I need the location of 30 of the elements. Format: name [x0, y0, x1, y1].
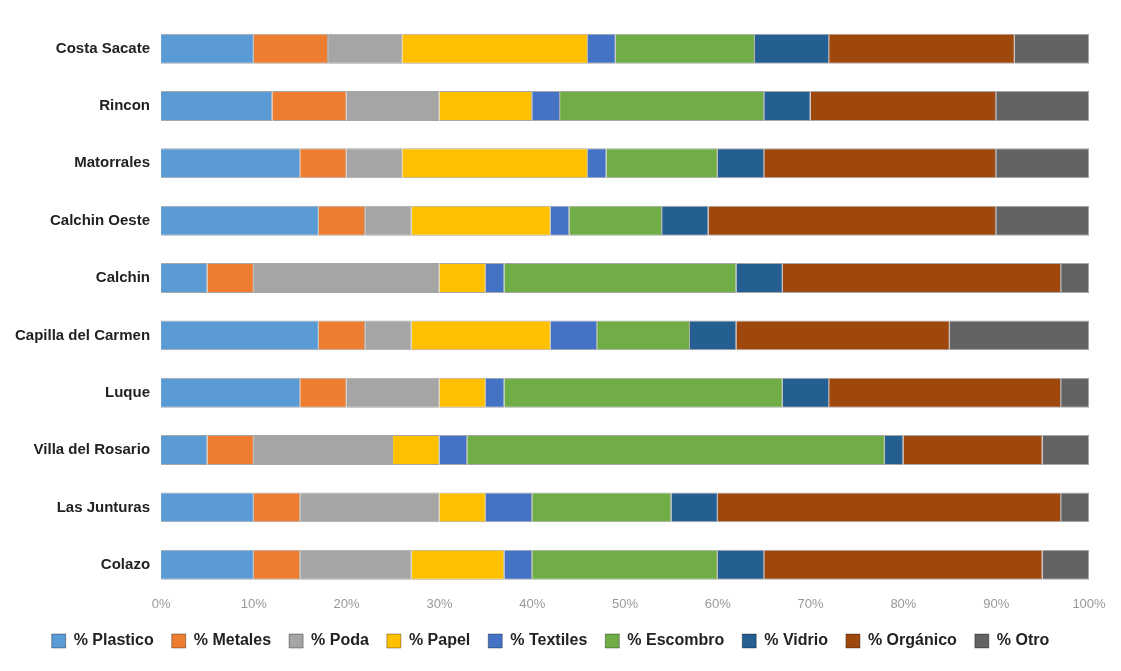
y-tick-label: Las Junturas [56, 497, 151, 515]
legend-label: % Metales [193, 631, 272, 649]
x-tick-label: 30% [426, 595, 453, 611]
y-tick-label: Villa del Rosario [33, 440, 151, 458]
y-tick-label: Rincon [99, 96, 151, 114]
legend-label: % Orgánico [867, 631, 958, 649]
y-tick-label: Calchin Oeste [50, 210, 151, 228]
legend-label: % Vidrio [764, 631, 829, 649]
y-tick-label: Colazo [100, 554, 151, 572]
y-tick-label: Capilla del Carmen [15, 325, 151, 343]
x-tick-label: 80% [890, 595, 917, 611]
x-tick-label: 60% [704, 595, 732, 611]
x-tick-label: 50% [612, 595, 639, 611]
legend-label: % Poda [311, 631, 369, 649]
x-tick-label: 70% [797, 595, 825, 611]
legend-label: % Escombro [627, 631, 725, 649]
x-tick-label: 90% [983, 595, 1010, 611]
x-tick-label: 40% [519, 595, 546, 611]
y-tick-label: Matorrales [74, 153, 151, 171]
y-tick-label: Luque [105, 382, 151, 400]
y-tick-label: Calchin [95, 268, 151, 286]
x-tick-label: 0% [151, 595, 171, 611]
x-tick-label: 100% [1072, 595, 1107, 611]
x-tick-label: 10% [240, 595, 268, 611]
y-tick-label: Costa Sacate [55, 38, 151, 56]
legend-label: % Textiles [510, 631, 588, 649]
legend-label: % Plastico [73, 631, 154, 649]
x-tick-label: 20% [333, 595, 361, 611]
legend-label: % Papel [408, 631, 471, 649]
legend-label: % Otro [996, 631, 1050, 649]
